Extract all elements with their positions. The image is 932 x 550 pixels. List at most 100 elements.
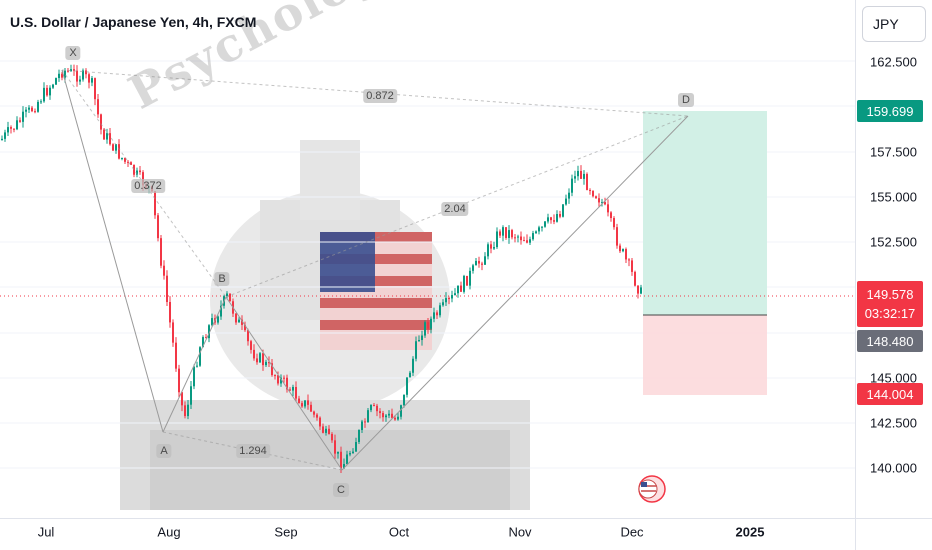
us-flag-icon[interactable]: [638, 475, 666, 503]
candle-body: [253, 349, 255, 359]
candle-body: [304, 400, 306, 407]
candle-body: [247, 330, 249, 342]
candle-body: [130, 162, 132, 165]
candle-body: [439, 305, 441, 316]
candle-body: [319, 417, 321, 427]
candlestick-series: [1, 64, 642, 473]
candle-body: [616, 227, 618, 246]
candle-body: [49, 87, 51, 96]
time-label-2025: 2025: [735, 524, 765, 540]
candle-body: [154, 191, 156, 216]
candle-body: [277, 375, 279, 384]
entry-price-badge: 148.480: [857, 330, 923, 352]
candle-body: [607, 204, 609, 213]
ratio-label-xd: 0.872: [363, 89, 397, 103]
candle-body: [172, 322, 174, 343]
candle-body: [523, 240, 525, 242]
candle-body: [307, 400, 309, 405]
chart-canvas[interactable]: [0, 0, 855, 518]
stop-price-badge: 144.004: [857, 383, 923, 405]
time-label-aug: Aug: [157, 524, 181, 540]
candle-body: [613, 218, 615, 228]
currency-button[interactable]: JPY: [862, 6, 926, 42]
candle-body: [475, 260, 477, 266]
candle-body: [550, 217, 552, 221]
candle-body: [238, 319, 240, 323]
candle-body: [595, 196, 597, 199]
candle-body: [496, 231, 498, 248]
stop-zone[interactable]: [643, 315, 767, 395]
candle-body: [73, 69, 75, 71]
candle-body: [205, 337, 207, 339]
candle-body: [628, 259, 630, 261]
candle-body: [526, 240, 528, 243]
candle-body: [217, 316, 219, 323]
candle-body: [115, 144, 117, 151]
candle-body: [559, 214, 561, 217]
candle-body: [109, 133, 111, 145]
candle-body: [88, 74, 90, 83]
candle-body: [601, 202, 603, 204]
price-tick: 162.500: [870, 54, 917, 70]
candle-body: [388, 413, 390, 416]
candle-body: [295, 386, 297, 399]
candle-body: [13, 128, 15, 130]
candle-body: [598, 198, 600, 203]
candle-body: [166, 275, 168, 302]
candle-body: [379, 411, 381, 414]
candle-body: [466, 275, 468, 286]
candle-body: [292, 386, 294, 391]
candle-body: [433, 312, 435, 319]
candle-body: [241, 319, 243, 325]
candle-body: [370, 405, 372, 411]
candle-body: [286, 377, 288, 390]
candle-body: [283, 377, 285, 379]
candle-body: [226, 293, 228, 297]
candle-body: [322, 426, 324, 433]
ratio-label-ac: 1.294: [236, 444, 270, 458]
leg-ab: [162, 296, 227, 433]
candle-body: [199, 347, 201, 366]
price-tick: 142.500: [870, 415, 917, 431]
target-zone[interactable]: [643, 111, 767, 315]
candle-body: [82, 70, 84, 80]
price-axis[interactable]: [855, 0, 932, 518]
candle-body: [556, 214, 558, 222]
leg-cd: [341, 115, 689, 471]
candle-body: [190, 386, 192, 405]
time-axis[interactable]: [0, 518, 855, 550]
candle-body: [352, 451, 354, 454]
candle-body: [490, 244, 492, 249]
candle-body: [364, 421, 366, 423]
candle-body: [139, 170, 141, 173]
candle-body: [280, 377, 282, 384]
bar-countdown: 03:32:17: [864, 306, 916, 321]
candle-body: [127, 161, 129, 163]
chart-pane[interactable]: Psychological trader U.S. Dollar / Japan…: [0, 0, 855, 518]
candle-body: [235, 313, 237, 323]
candle-body: [508, 230, 510, 238]
symbol-title[interactable]: U.S. Dollar / Japanese Yen, 4h, FXCM: [10, 14, 257, 30]
candle-body: [448, 298, 450, 300]
candle-body: [274, 375, 276, 377]
axis-corner: [855, 518, 932, 550]
candle-body: [289, 389, 291, 391]
candle-body: [397, 416, 399, 420]
candle-body: [424, 322, 426, 336]
candle-body: [301, 403, 303, 407]
candle-body: [358, 430, 360, 443]
candle-body: [403, 394, 405, 406]
candle-body: [640, 287, 642, 294]
candle-body: [193, 366, 195, 387]
candle-body: [220, 305, 222, 317]
candle-body: [28, 107, 30, 110]
candle-body: [487, 244, 489, 257]
candle-body: [262, 353, 264, 366]
candle-body: [250, 341, 252, 350]
candle-body: [547, 217, 549, 222]
candle-body: [169, 301, 171, 323]
candle-body: [343, 464, 345, 469]
candle-body: [211, 318, 213, 326]
candle-body: [16, 120, 18, 130]
candle-body: [97, 99, 99, 115]
